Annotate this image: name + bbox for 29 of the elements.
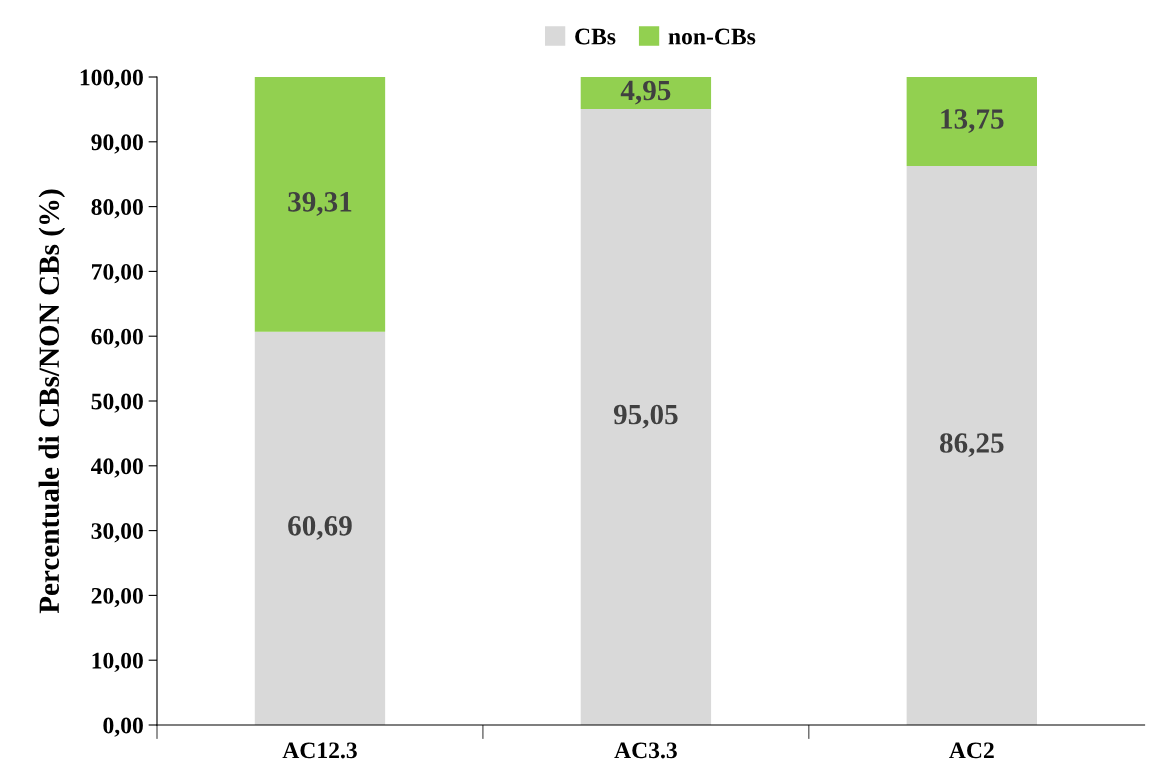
y-tick-label: 10,00 — [92, 652, 143, 673]
y-tick-label: 20,00 — [91, 587, 143, 608]
y-tick-label: 60,00 — [91, 328, 143, 349]
y-tick-label: 70,00 — [92, 263, 143, 284]
y-tick-label: 50,00 — [91, 393, 143, 413]
data-label: 39,31 — [288, 192, 352, 216]
bar — [906, 77, 1037, 167]
legend-label: non-CBs — [668, 28, 756, 45]
data-label: 4,95 — [620, 80, 671, 105]
x-tick-label: AC2 — [949, 742, 994, 759]
y-tick-label: 40,00 — [91, 458, 143, 478]
bar — [254, 77, 386, 332]
y-tick-label: 0,00 — [103, 717, 143, 737]
data-label: 13,75 — [941, 109, 1004, 134]
y-tick-label: 30,00 — [91, 523, 143, 543]
data-label: 95,05 — [613, 404, 678, 429]
data-label: 60,69 — [288, 515, 352, 540]
bar — [580, 77, 712, 110]
bar — [580, 109, 712, 725]
data-label: 86,25 — [939, 433, 1004, 458]
x-tick-label: AC3.3 — [614, 742, 677, 759]
bar — [254, 331, 386, 725]
y-tick-label: 100,00 — [80, 69, 143, 89]
y-tick-label: 80,00 — [91, 199, 143, 219]
bar — [906, 166, 1037, 725]
x-tick-label: AC12.3 — [282, 742, 357, 759]
legend-label: CBs — [575, 28, 616, 45]
y-tick-label: 90,00 — [91, 134, 143, 154]
y-axis-title: Percentuale di CBs/NON CBs (%) — [38, 189, 65, 614]
